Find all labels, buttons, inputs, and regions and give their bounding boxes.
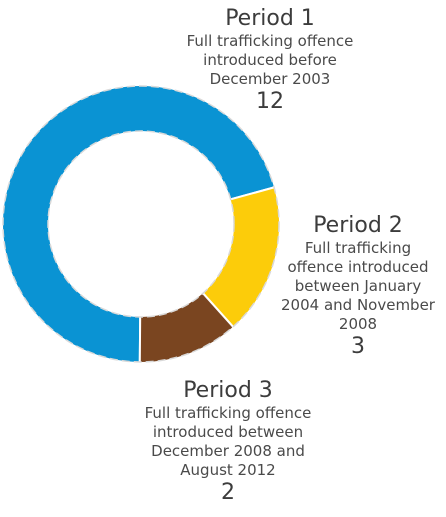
period-1-desc-line-3: December 2003 (209, 70, 331, 88)
period-2-desc-line-5: 2008 (338, 315, 378, 333)
period-3-desc-line-1: Full trafficking offence (144, 404, 312, 422)
period-2-title: Period 2 (313, 213, 403, 238)
period-3-desc-line-3: December 2008 and (151, 442, 305, 460)
period-1-desc-line-2: introduced before (203, 51, 337, 69)
donut-outer-dashed-outline (2, 85, 280, 363)
donut-inner-dashed-outline (47, 130, 235, 318)
callout-period-1: Period 1 Full trafficking offence introd… (160, 6, 380, 115)
period-1-value-label: 12 (256, 89, 284, 114)
period-3-title: Period 3 (183, 378, 273, 403)
period-3-value-label: 2 (221, 480, 235, 505)
period-1-title: Period 1 (225, 6, 315, 31)
period-2-desc-line-1: Full trafficking (304, 239, 412, 257)
donut-slice-period-1 (1, 84, 277, 365)
period-2-desc-line-4: 2004 and November (281, 296, 435, 314)
period-1-desc-line-1: Full trafficking offence (186, 32, 354, 50)
donut-slice-period-3 (138, 291, 236, 364)
callout-period-2: Period 2 Full trafficking offence introd… (274, 213, 442, 360)
period-2-desc-line-2: offence introduced (287, 258, 429, 276)
callout-period-3: Period 3 Full trafficking offence introd… (130, 378, 326, 506)
period-3-desc-line-2: introduced between (152, 423, 304, 441)
period-3-desc-line-4: August 2012 (180, 461, 276, 479)
period-2-value-label: 3 (351, 334, 365, 359)
period-2-desc-line-3: between January (294, 277, 422, 295)
